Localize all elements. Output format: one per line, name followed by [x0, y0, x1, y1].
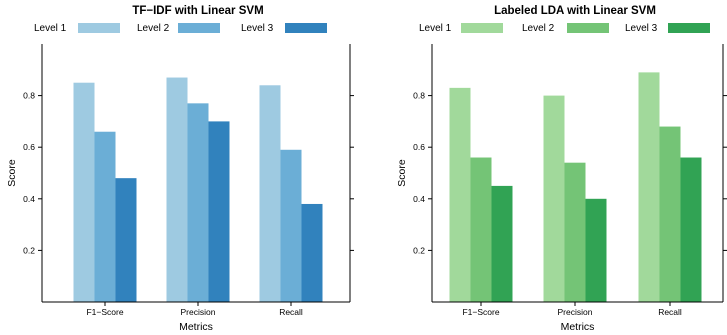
x-tick-label: F1−Score [86, 307, 123, 317]
y-tick-label: 0.6 [413, 142, 425, 152]
legend-label: Level 3 [241, 23, 274, 34]
legend-swatch [78, 23, 120, 33]
x-tick-label: Recall [279, 307, 303, 317]
bar-f1-score-level-3 [115, 178, 137, 302]
bar-f1-score-level-2 [470, 157, 492, 302]
bar-recall-level-1 [259, 85, 281, 302]
bar-f1-score-level-1 [449, 87, 471, 302]
bar-f1-score-level-1 [73, 82, 95, 302]
x-tick-label: Precision [558, 307, 593, 317]
bar-recall-level-1 [638, 72, 660, 302]
y-tick-label: 0.4 [413, 194, 425, 204]
legend-label: Level 1 [34, 23, 67, 34]
y-tick-label: 0.8 [413, 91, 425, 101]
bar-f1-score-level-3 [491, 185, 513, 302]
bar-precision-level-2 [564, 162, 586, 302]
y-axis-label: Score [6, 159, 18, 187]
legend-swatch [461, 23, 503, 33]
x-tick-label: Precision [181, 307, 216, 317]
bar-precision-level-3 [208, 121, 230, 303]
y-axis-label: Score [396, 159, 408, 187]
chart-title: Labeled LDA with Linear SVM [494, 5, 656, 17]
y-tick-label: 0.6 [23, 142, 35, 152]
legend-swatch [285, 23, 327, 33]
x-tick-label: Recall [658, 307, 682, 317]
bar-precision-level-1 [166, 77, 188, 302]
y-tick-label: 0.2 [23, 245, 35, 255]
bar-recall-level-3 [301, 203, 323, 302]
y-tick-label: 0.8 [23, 91, 35, 101]
bar-precision-level-3 [585, 198, 607, 302]
x-axis-label: Metrics [561, 321, 595, 333]
bar-recall-level-2 [659, 126, 681, 302]
legend-swatch [668, 23, 710, 33]
x-axis-label: Metrics [179, 321, 213, 333]
legend-swatch [567, 23, 609, 33]
bar-precision-level-1 [543, 95, 565, 302]
bar-recall-level-2 [280, 149, 302, 302]
legend-label: Level 1 [419, 23, 452, 34]
legend-label: Level 2 [522, 23, 555, 34]
legend-label: Level 3 [625, 23, 658, 34]
y-tick-label: 0.4 [23, 194, 35, 204]
legend-label: Level 2 [137, 23, 170, 34]
x-tick-label: F1−Score [462, 307, 499, 317]
bar-precision-level-2 [187, 103, 209, 302]
chart-title: TF−IDF with Linear SVM [132, 5, 263, 17]
bar-f1-score-level-2 [94, 131, 116, 302]
y-tick-label: 0.2 [413, 245, 425, 255]
legend-swatch [178, 23, 220, 33]
bar-recall-level-3 [680, 157, 702, 302]
